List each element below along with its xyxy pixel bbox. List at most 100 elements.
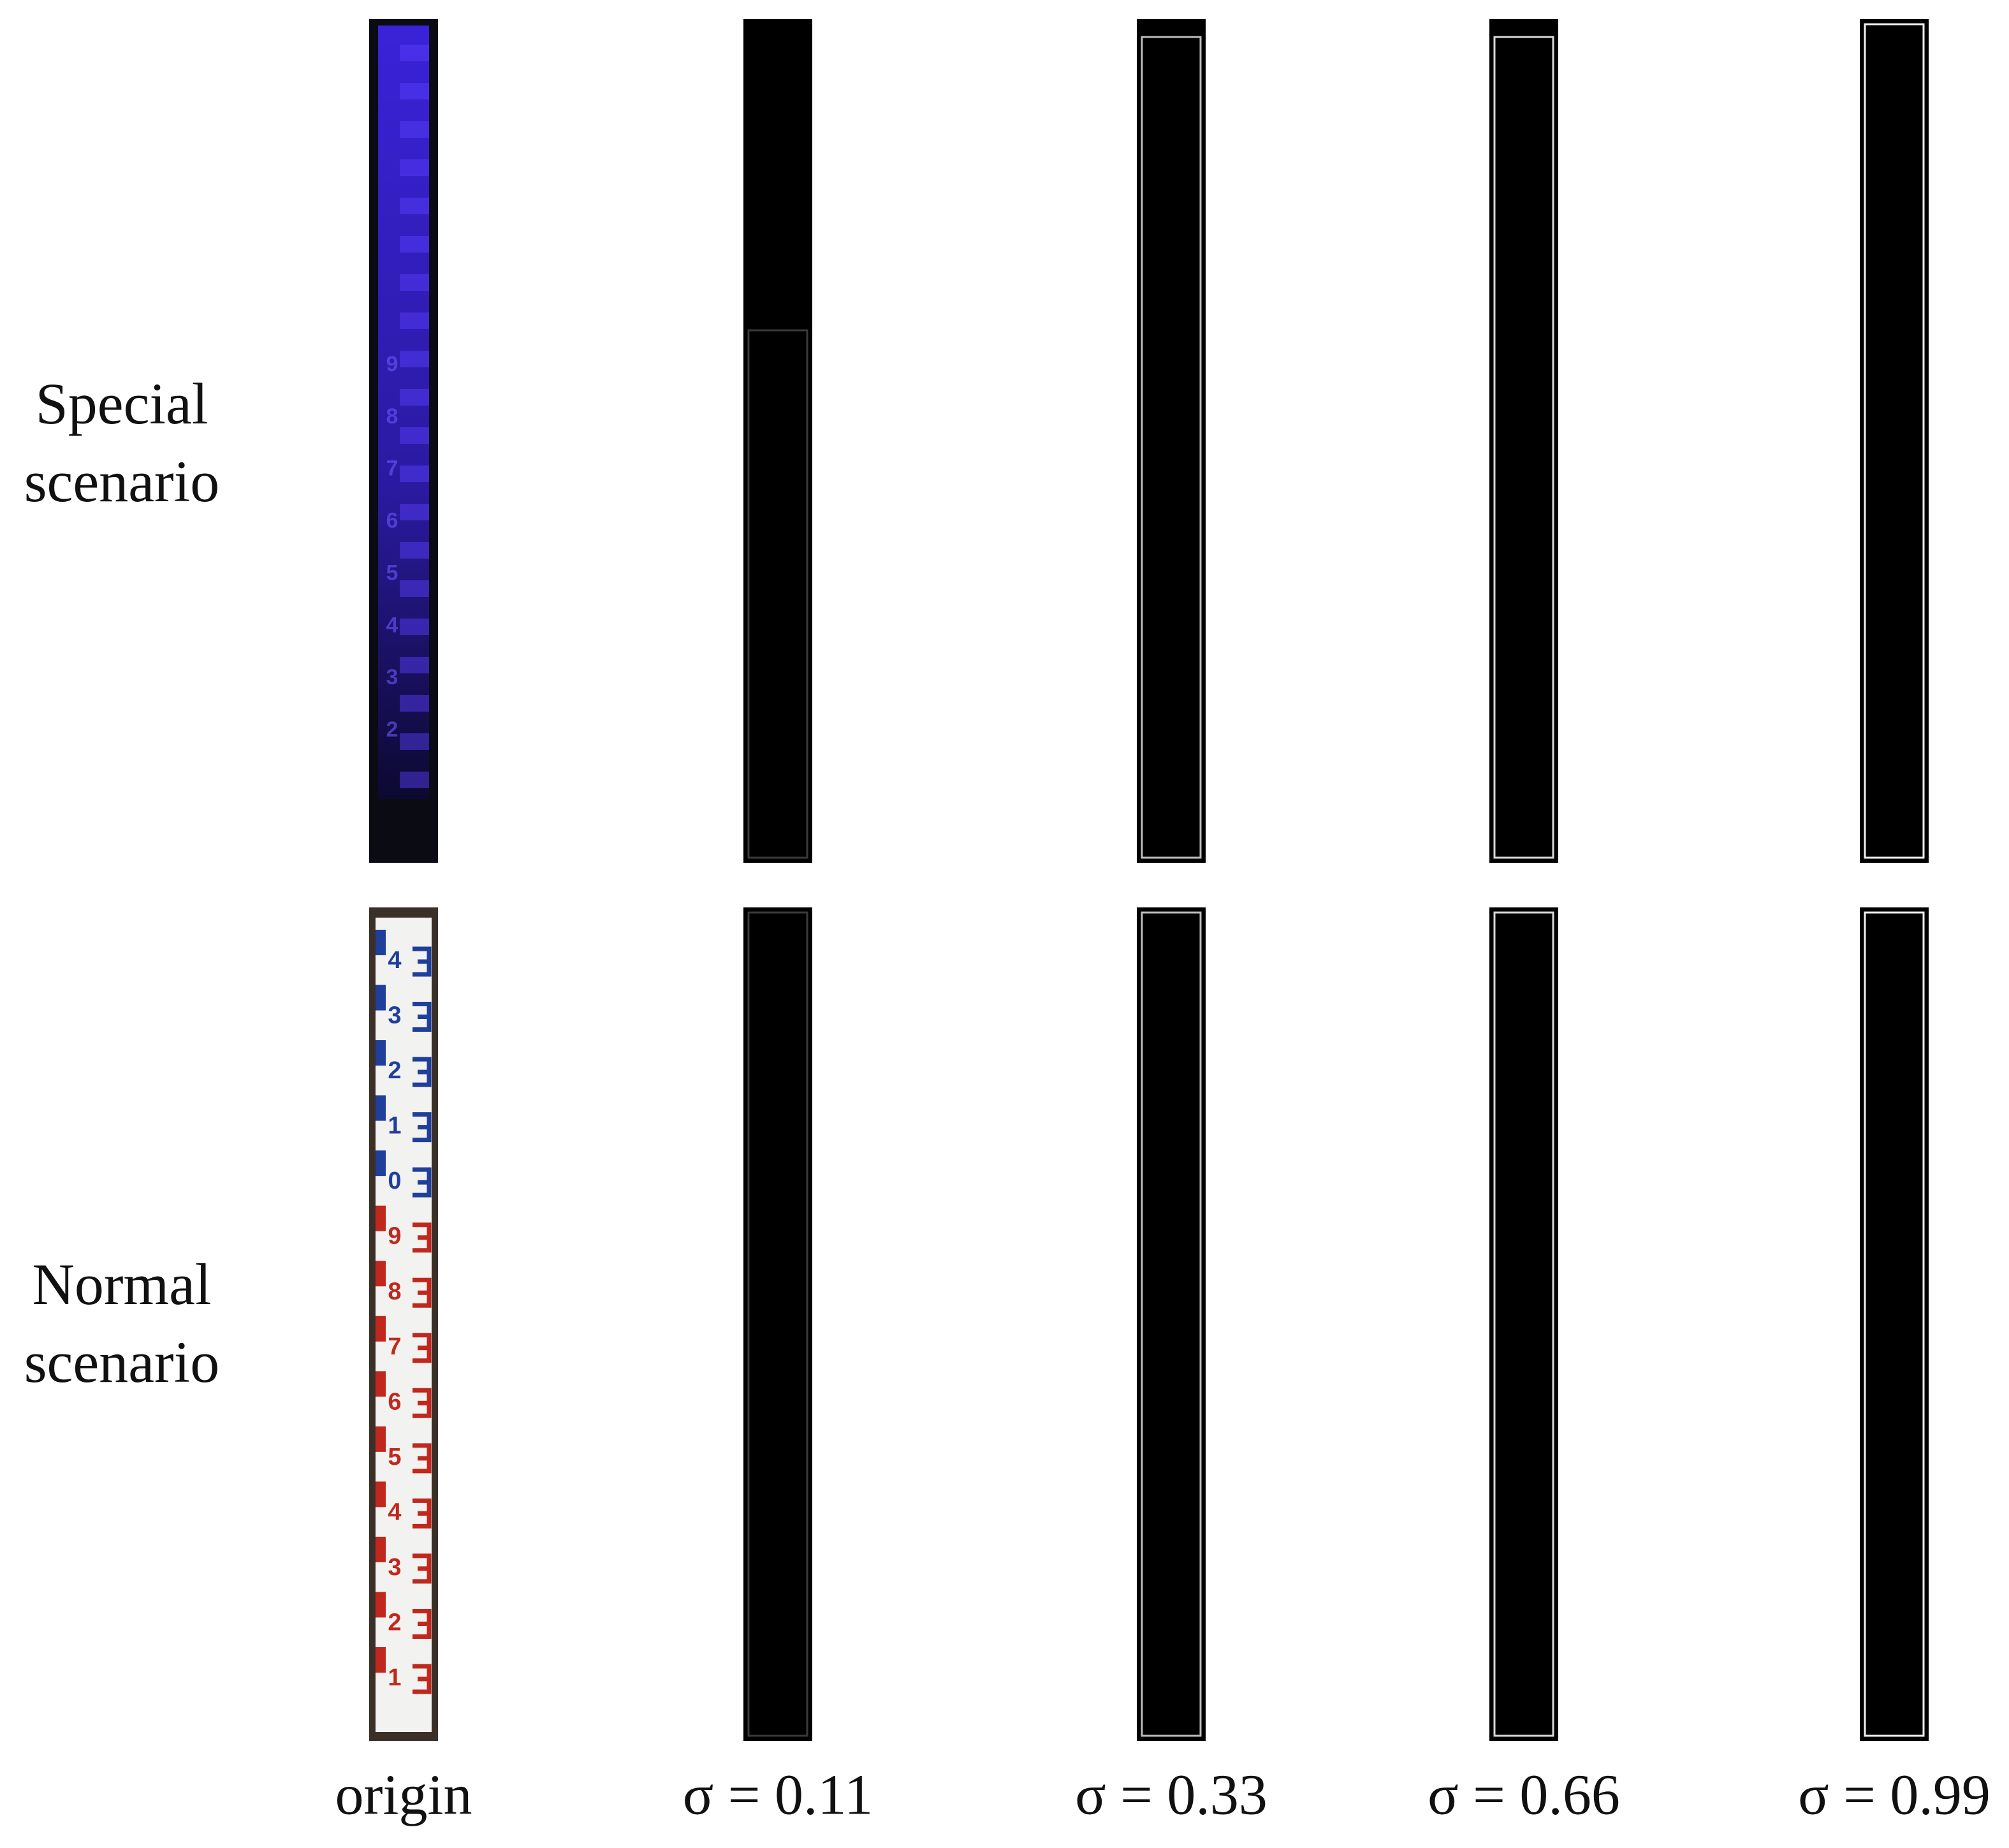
ruler-tick (400, 351, 429, 367)
edge-pattern (1141, 911, 1202, 1737)
edges (1142, 37, 1201, 858)
edge-border (1493, 36, 1554, 859)
edge-pattern (1493, 911, 1554, 1737)
ruler-digit: 2 (388, 1609, 401, 1636)
row-label: Special scenario (24, 371, 220, 514)
ruler-digit: 5 (388, 1444, 401, 1470)
ruler-tick (400, 580, 429, 597)
ruler-tick (400, 542, 429, 559)
ruler-tick (400, 312, 429, 329)
ruler-digit: 7 (386, 457, 398, 481)
ruler-mark (376, 1426, 386, 1452)
edge-border (1493, 911, 1554, 1737)
ruler-mark (413, 1443, 432, 1474)
ruler-digit: 4 (386, 613, 398, 637)
column-label: σ = 0.11 (683, 1764, 873, 1827)
ruler-mark (413, 1664, 432, 1694)
ruler-mark (413, 946, 432, 977)
ruler-mark (376, 1095, 386, 1121)
ruler-mark (413, 1002, 432, 1032)
ruler-mark (413, 1277, 432, 1308)
ruler-tick (400, 733, 429, 750)
ruler-tick (400, 504, 429, 520)
ruler-digit: 1 (388, 1664, 401, 1691)
ruler-tick (400, 619, 429, 635)
ruler-mark (376, 930, 386, 955)
ruler-tick (400, 657, 429, 673)
edge-border (747, 329, 808, 859)
edge-pattern (1141, 36, 1202, 859)
ruler-digit: 3 (388, 1554, 401, 1581)
ruler-mark (376, 1261, 386, 1287)
ruler-mark (413, 1498, 432, 1529)
ruler-mark (376, 1040, 386, 1066)
ruler-mark (376, 1150, 386, 1177)
ruler-digit: 1 (388, 1113, 401, 1140)
ruler-digit: 6 (388, 1388, 401, 1415)
ruler-digit: 3 (386, 665, 398, 689)
ruler-tick (400, 198, 429, 214)
ruler-mark (413, 1222, 432, 1253)
ruler-digit: 0 (388, 1168, 401, 1194)
ruler-tick (400, 389, 429, 406)
ruler-tick (400, 274, 429, 291)
ruler-tick (400, 236, 429, 253)
column-label: σ = 0.33 (1075, 1764, 1267, 1827)
ruler-tick (400, 45, 429, 61)
edges (1865, 913, 1924, 1736)
ruler-mark (413, 1608, 432, 1639)
edges (1494, 37, 1553, 858)
ruler-tick (400, 695, 429, 712)
column-label: σ = 0.66 (1428, 1764, 1620, 1827)
edge-border (1141, 911, 1202, 1737)
ruler-digit: 2 (388, 1057, 401, 1084)
ruler-mark (376, 1592, 386, 1618)
ruler-tick (400, 427, 429, 444)
edge-pattern (747, 911, 808, 1737)
edges (1865, 24, 1924, 858)
ruler-mark (413, 1553, 432, 1584)
ruler-digit: 5 (386, 561, 398, 585)
edge-pattern (747, 329, 808, 859)
ruler-digit: 8 (386, 404, 398, 429)
ruler-mark (376, 1205, 386, 1231)
ruler-digit: 7 (388, 1333, 401, 1360)
ruler-tick (400, 772, 429, 788)
ruler-mark (413, 1112, 432, 1143)
ruler-mark (376, 985, 386, 1011)
ruler-tick (400, 121, 429, 138)
edge-border (1864, 911, 1925, 1737)
ruler-digit: 9 (388, 1223, 401, 1250)
edge-border (1864, 23, 1925, 859)
ruler-tick (400, 83, 429, 99)
ruler-mark (413, 1333, 432, 1363)
column-label: origin (335, 1764, 472, 1827)
ruler-mark (376, 1647, 386, 1673)
ruler-digit: 4 (388, 947, 401, 974)
ruler-mark (376, 1371, 386, 1397)
ruler-tick (400, 159, 429, 176)
ruler-digit: 4 (388, 1499, 401, 1525)
column-label: σ = 0.99 (1798, 1764, 1991, 1827)
edge-border (1141, 36, 1202, 859)
ruler-mark (376, 1481, 386, 1507)
edges (1142, 913, 1201, 1736)
edges (749, 330, 807, 858)
edge-pattern (1864, 23, 1925, 859)
ruler-mark (376, 1536, 386, 1562)
ruler-digit: 3 (388, 1002, 401, 1029)
edge-pattern (1864, 911, 1925, 1737)
ruler-mark (413, 1167, 432, 1198)
ruler-mark (376, 1316, 386, 1342)
ruler-digit: 2 (386, 717, 398, 742)
ruler-digit: 6 (386, 509, 398, 533)
ruler-mark (413, 1057, 432, 1087)
ruler-digit: 9 (386, 352, 398, 376)
ruler-tick (400, 466, 429, 482)
ruler-digit: 8 (388, 1278, 401, 1305)
edges (749, 913, 807, 1736)
ruler-mark (413, 1388, 432, 1418)
ruler (378, 26, 429, 799)
